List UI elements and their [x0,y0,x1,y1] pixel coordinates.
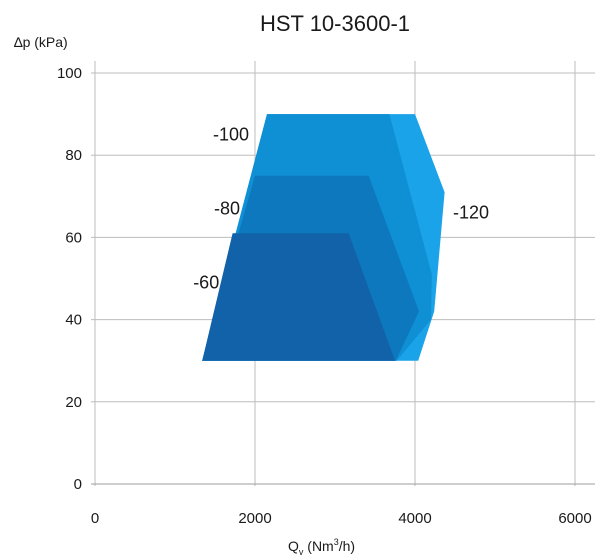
series-label: -80 [214,199,240,219]
series-label: -120 [453,203,489,223]
x-axis-label-main: Q [288,538,299,554]
x-axis-label-unit-sup: 3 [334,537,339,547]
x-tick-label: 0 [91,510,99,527]
series-labels: -100 -80 -60 -120 [193,125,489,293]
y-tick-label: 0 [74,476,82,493]
y-axis-label: ∆p (kPa) [14,34,68,50]
ticks: 0 2000 4000 6000 0 20 40 60 80 100 [57,65,592,527]
x-axis-label-sub: v [299,547,304,557]
y-tick-label: 20 [65,394,82,411]
areas [202,114,445,361]
x-axis-label: Qv (Nm3/h) [288,537,355,557]
series-label: -60 [193,273,219,293]
x-axis-label-unit-prefix: (Nm [303,538,333,554]
x-tick-label: 2000 [238,510,271,527]
y-tick-label: 40 [65,312,82,329]
y-tick-label: 100 [57,65,82,82]
x-axis-label-unit-suffix: /h) [339,538,355,554]
x-tick-label: 6000 [558,510,591,527]
x-tick-label: 4000 [398,510,431,527]
series-region [202,233,395,361]
chart-title: HST 10-3600-1 [260,11,410,36]
series-label: -100 [213,125,249,145]
y-tick-label: 60 [65,229,82,246]
y-tick-label: 80 [65,147,82,164]
